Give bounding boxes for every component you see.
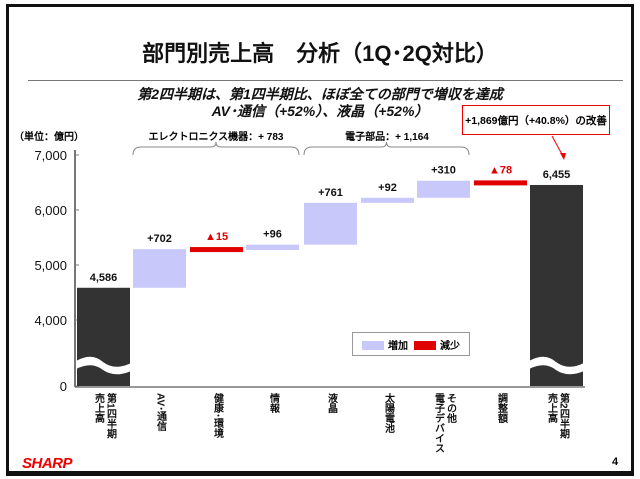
x-category-label: 第1四半期 売上高 bbox=[92, 393, 116, 439]
group-brace bbox=[303, 141, 470, 156]
bar-decrease bbox=[190, 247, 243, 253]
axis-break bbox=[76, 356, 131, 375]
subtitle-line1: 第2四半期は、第1四半期比、ほぼ全ての部門で増収を達成 bbox=[137, 86, 503, 102]
bar-total bbox=[530, 184, 583, 386]
x-category-label: 情報 bbox=[267, 393, 279, 413]
callout-arrowhead bbox=[560, 153, 566, 160]
bar-increase bbox=[246, 244, 299, 250]
bar-increase bbox=[417, 180, 470, 198]
y-tick-label: 7,000 bbox=[34, 148, 67, 163]
bar-decrease bbox=[474, 180, 527, 186]
data-label: +96 bbox=[263, 229, 282, 241]
data-label: +702 bbox=[147, 233, 172, 245]
x-category-label: 健康･環境 bbox=[211, 393, 223, 438]
group-brace bbox=[132, 141, 300, 156]
y-tick-label: 0 bbox=[60, 379, 67, 394]
title-divider bbox=[28, 80, 623, 81]
data-label: ▲15 bbox=[205, 231, 228, 243]
subtitle-line2: AV･通信（+52%）、液晶（+52%） bbox=[211, 103, 429, 119]
group-label-components: 電子部品：+ 1,164 bbox=[345, 132, 429, 143]
sharp-logo: SHARP bbox=[22, 455, 73, 472]
data-label: 4,586 bbox=[90, 272, 118, 284]
y-tick-label: 6,000 bbox=[34, 203, 67, 218]
unit-label: （単位：億円） bbox=[14, 132, 84, 143]
x-category-label: 液晶 bbox=[325, 393, 337, 413]
legend: 増加 減少 bbox=[352, 332, 470, 356]
bar-increase bbox=[133, 249, 186, 288]
group-label-electronics: エレクトロニクス機器：+ 783 bbox=[148, 132, 284, 143]
legend-increase: 増加 bbox=[362, 337, 408, 352]
x-category-label: 太陽電池 bbox=[382, 393, 394, 433]
slide-title: 部門別売上高 分析（1Q･2Q対比） bbox=[142, 41, 498, 66]
data-label: +761 bbox=[318, 187, 343, 199]
legend-label-decrease: 減少 bbox=[440, 340, 460, 352]
x-category-label: AV･通信 bbox=[154, 393, 166, 432]
y-tick-label: 5,000 bbox=[34, 258, 67, 273]
bar-increase bbox=[304, 202, 357, 245]
x-category-label: 第2四半期 売上高 bbox=[545, 393, 569, 439]
legend-swatch-decrease bbox=[414, 341, 436, 351]
legend-swatch-increase bbox=[362, 341, 384, 351]
y-tick-label: 4,000 bbox=[34, 313, 67, 328]
x-category-label: その他 電子デバイス bbox=[432, 393, 456, 453]
legend-label-increase: 増加 bbox=[388, 340, 408, 352]
data-label: +92 bbox=[378, 182, 397, 194]
x-category-label: 調整額 bbox=[495, 393, 507, 423]
data-label: 6,455 bbox=[543, 169, 571, 181]
bar-increase bbox=[361, 197, 414, 203]
improvement-callout: +1,869億円（+40.8%）の改善 bbox=[462, 105, 610, 135]
data-label: +310 bbox=[431, 165, 456, 177]
slide-frame bbox=[6, 4, 634, 476]
page-number: 4 bbox=[612, 456, 619, 468]
axis-break bbox=[529, 356, 584, 375]
data-label: ▲78 bbox=[489, 164, 512, 176]
legend-decrease: 減少 bbox=[414, 337, 460, 352]
